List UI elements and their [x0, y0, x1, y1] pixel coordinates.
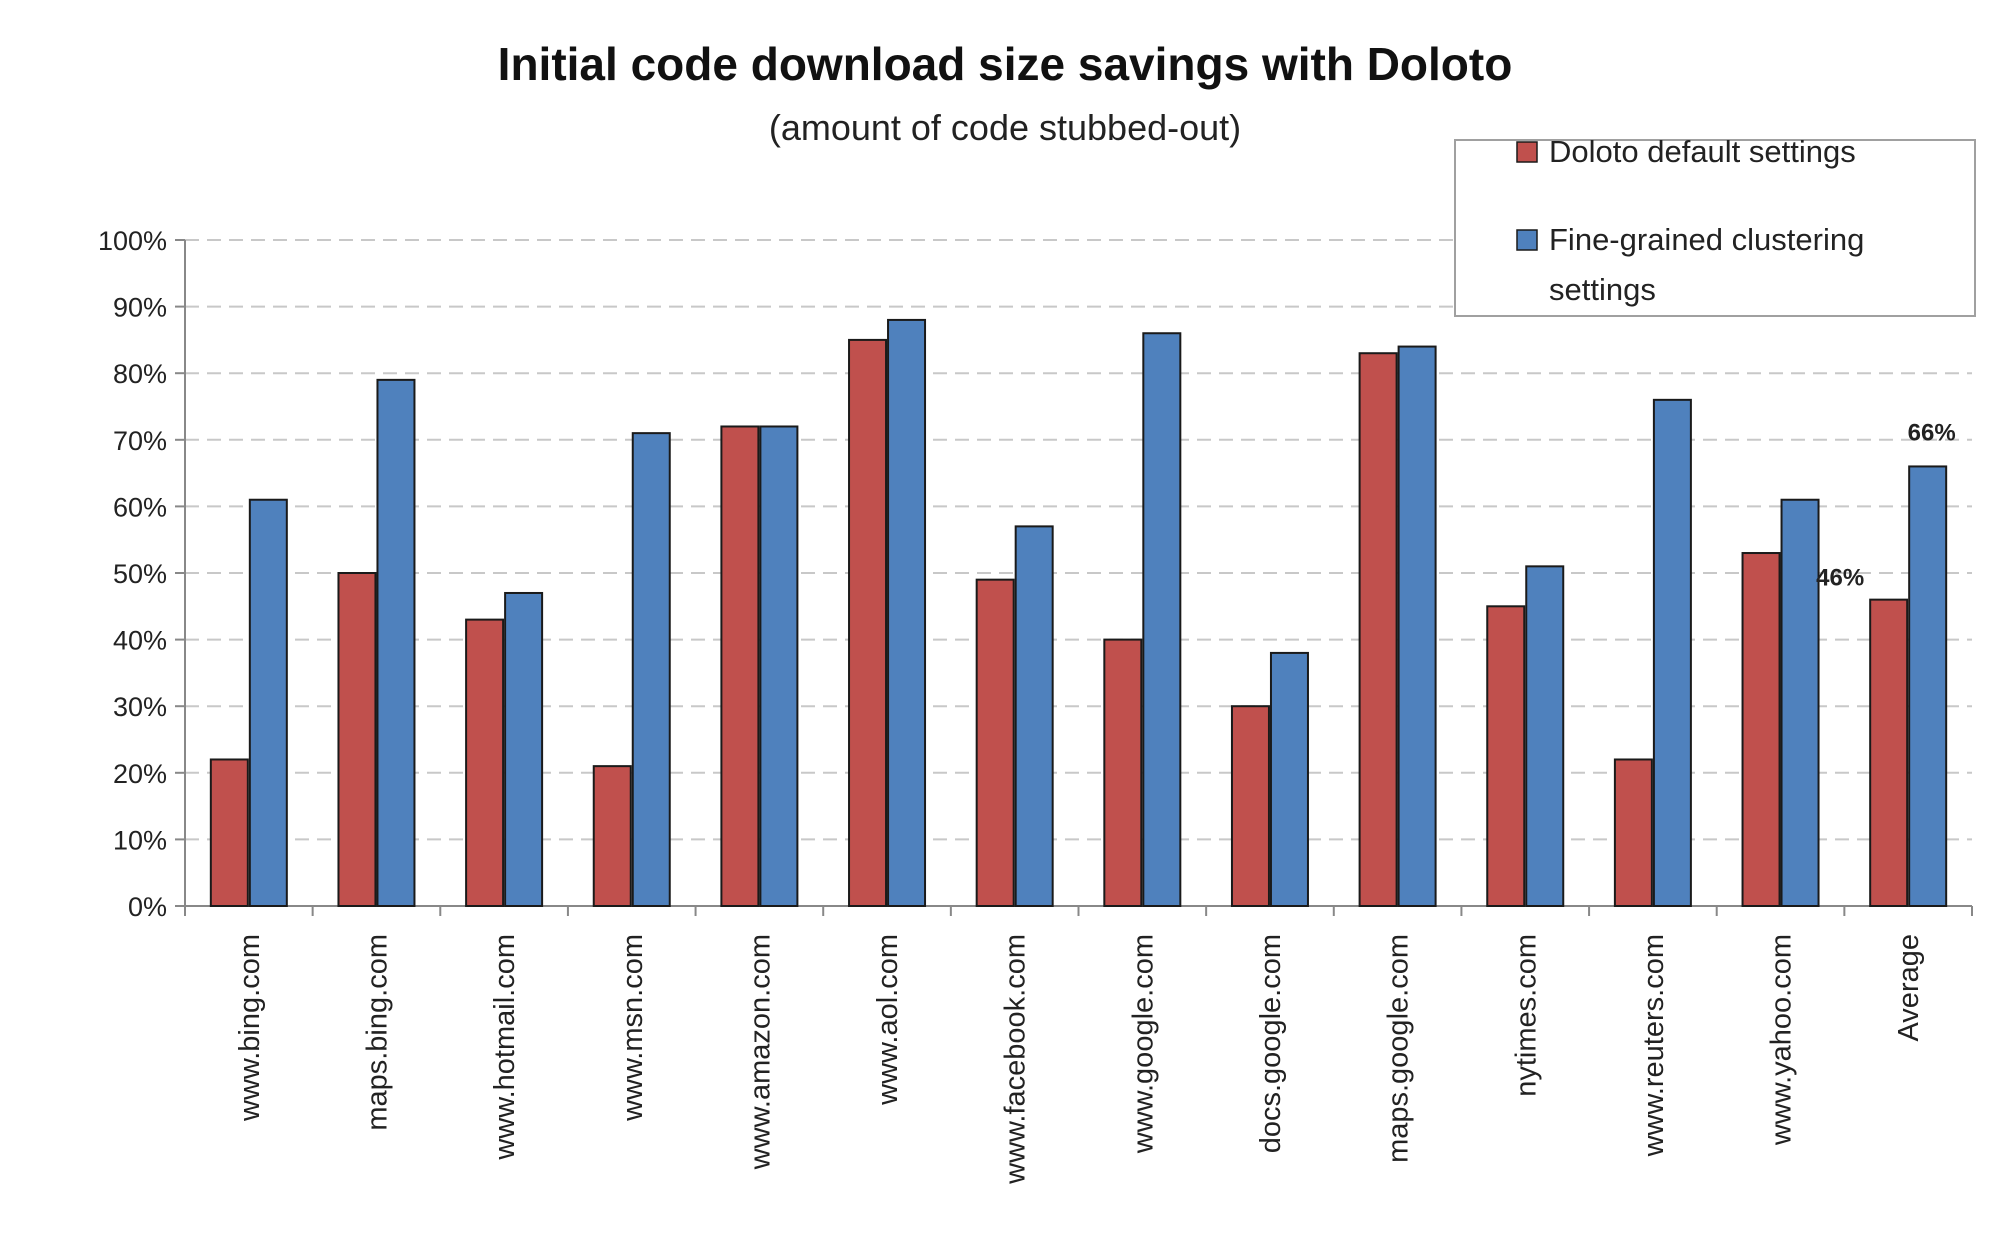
x-category-label: maps.google.com [1383, 934, 1415, 1163]
bar-doloto-default-13 [1869, 598, 1909, 907]
bar-doloto-default-12 [1741, 552, 1781, 908]
legend-box [1454, 139, 1976, 317]
bar-doloto-default-8 [1230, 705, 1270, 908]
x-category-label: www.amazon.com [744, 934, 776, 1170]
x-category-label: www.yahoo.com [1766, 934, 1798, 1146]
x-category-label: www.reuters.com [1638, 934, 1670, 1157]
bar-fine-grained-1 [376, 378, 416, 907]
bar-doloto-default-0 [209, 758, 249, 907]
chart-title: Initial code download size savings with … [498, 38, 1513, 90]
bar-fine-grained-0 [248, 498, 288, 907]
y-tick-label: 10% [113, 825, 167, 855]
x-category-label: www.hotmail.com [489, 934, 521, 1161]
y-tick-label: 100% [98, 226, 167, 256]
x-category-label: www.facebook.com [1000, 934, 1032, 1185]
bar-fine-grained-5 [887, 318, 927, 908]
bar-fine-grained-12 [1780, 498, 1820, 907]
y-tick-label: 20% [113, 759, 167, 789]
bar-fine-grained-9 [1397, 345, 1437, 907]
bar-doloto-default-7 [1103, 638, 1143, 907]
bar-doloto-default-1 [337, 572, 377, 907]
legend-label: Fine-grained clustering settings [1549, 222, 1864, 307]
bar-fine-grained-13 [1908, 465, 1948, 907]
bar-doloto-default-6 [975, 578, 1015, 907]
x-category-label: www.msn.com [617, 934, 649, 1122]
bar-fine-grained-3 [631, 432, 671, 907]
bar-fine-grained-11 [1652, 398, 1692, 907]
bar-doloto-default-3 [592, 765, 632, 908]
bar-fine-grained-6 [1014, 525, 1054, 907]
y-tick-label: 70% [113, 426, 167, 456]
legend-swatch [1516, 229, 1538, 251]
data-labels: 46% 66% [1816, 419, 1956, 591]
bar-fine-grained-4 [759, 425, 799, 907]
y-tick-label: 90% [113, 293, 167, 323]
y-tick-label: 0% [128, 892, 167, 922]
legend-swatch [1516, 141, 1538, 163]
x-category-label: docs.google.com [1255, 934, 1287, 1153]
bars [209, 318, 1948, 908]
x-category-label: www.google.com [1127, 934, 1159, 1154]
bar-doloto-default-9 [1358, 352, 1398, 908]
data-label: 46% [1816, 565, 1864, 592]
bar-doloto-default-10 [1486, 605, 1526, 907]
bar-doloto-default-5 [848, 338, 888, 907]
bar-doloto-default-2 [465, 618, 505, 907]
x-axis-categories: www.bing.com maps.bing.com www.hotmail.com… [234, 934, 1925, 1185]
gridlines [185, 239, 1972, 841]
y-tick-label: 30% [113, 692, 167, 722]
x-category-label: maps.bing.com [361, 934, 393, 1131]
bar-fine-grained-2 [504, 591, 544, 907]
axes [175, 239, 1973, 916]
bar-doloto-default-4 [720, 425, 760, 907]
y-tick-label: 40% [113, 626, 167, 656]
data-label: 66% [1908, 419, 1956, 446]
legend-label: Doloto default settings [1549, 134, 1856, 169]
legend: Doloto default settings Fine-grained clus… [1454, 134, 1976, 317]
x-category-label: www.aol.com [872, 934, 904, 1106]
bar-fine-grained-10 [1525, 565, 1565, 908]
y-tick-label: 60% [113, 492, 167, 522]
x-category-label: nytimes.com [1510, 934, 1542, 1097]
bar-fine-grained-8 [1269, 651, 1309, 907]
y-axis-ticks: 0% 10% 20% 30% 40% 50% 60% 70% 80% 90% 100% [98, 226, 167, 922]
x-category-label: www.bing.com [234, 934, 266, 1122]
bar-fine-grained-7 [1142, 332, 1182, 907]
y-tick-label: 80% [113, 359, 167, 389]
chart-subtitle: (amount of code stubbed-out) [769, 107, 1241, 148]
y-tick-label: 50% [113, 559, 167, 589]
bar-doloto-default-11 [1613, 758, 1653, 907]
x-category-label: Average [1893, 934, 1925, 1042]
